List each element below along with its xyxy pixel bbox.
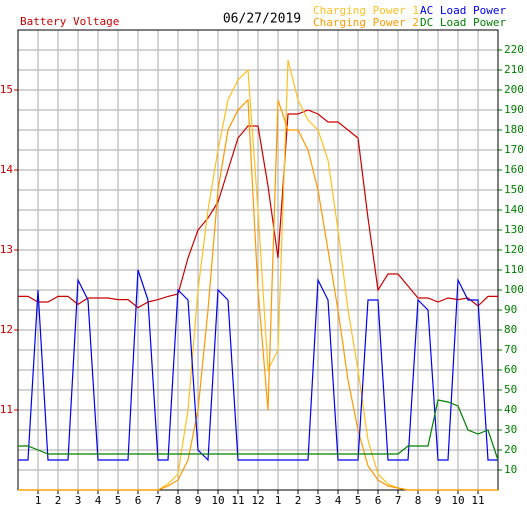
x-tick-label: 10	[211, 494, 224, 507]
x-tick-label: 4	[95, 494, 102, 507]
y-tick-label: 15	[0, 83, 13, 96]
x-tick-label: 3	[75, 494, 82, 507]
x-tick-label: 5	[355, 494, 362, 507]
y2-tick-label: 80	[504, 323, 517, 336]
y-tick-label: 11	[0, 403, 13, 416]
x-tick-label: 5	[115, 494, 122, 507]
y2-tick-label: 10	[504, 463, 517, 476]
y2-tick-label: 140	[504, 203, 524, 216]
y-tick-label: 14	[0, 163, 13, 176]
y2-tick-label: 70	[504, 343, 517, 356]
y2-tick-label: 100	[504, 283, 524, 296]
x-tick-label: 11	[471, 494, 484, 507]
legend-label: DC Load Power	[420, 16, 506, 29]
y2-tick-label: 160	[504, 163, 524, 176]
y2-tick-label: 180	[504, 123, 524, 136]
y2-tick-label: 220	[504, 43, 524, 56]
x-tick-label: 2	[55, 494, 62, 507]
y2-tick-label: 210	[504, 63, 524, 76]
y2-tick-label: 50	[504, 383, 517, 396]
x-tick-label: 7	[395, 494, 402, 507]
legend-label: AC Load Power	[420, 4, 506, 17]
legend-label: Charging Power 2	[313, 16, 419, 29]
x-tick-label: 1	[275, 494, 282, 507]
y2-tick-label: 60	[504, 363, 517, 376]
series-line	[18, 269, 498, 462]
x-tick-label: 6	[375, 494, 382, 507]
plot-frame	[17, 29, 499, 491]
y2-tick-label: 150	[504, 183, 524, 196]
x-tick-label: 10	[451, 494, 464, 507]
x-tick-label: 8	[415, 494, 422, 507]
y-tick-label: 12	[0, 323, 13, 336]
x-tick-label: 8	[175, 494, 182, 507]
y-tick-label: 13	[0, 243, 13, 256]
y2-tick-label: 90	[504, 303, 517, 316]
x-tick-label: 3	[315, 494, 322, 507]
y2-tick-label: 110	[504, 263, 524, 276]
x-tick-label: 4	[335, 494, 342, 507]
x-tick-label: 2	[295, 494, 302, 507]
y2-tick-label: 200	[504, 83, 524, 96]
series-line	[18, 399, 499, 461]
y2-tick-label: 30	[504, 423, 517, 436]
y2-tick-label: 20	[504, 443, 517, 456]
x-tick-label: 1	[35, 494, 42, 507]
y2-tick-label: 130	[504, 223, 524, 236]
y2-tick-label: 120	[504, 243, 524, 256]
x-tick-label: 12	[251, 494, 264, 507]
series-line	[18, 109, 498, 309]
y2-tick-label: 170	[504, 143, 524, 156]
x-tick-label: 7	[155, 494, 162, 507]
x-tick-label: 6	[135, 494, 142, 507]
legend-label: Charging Power 1	[313, 4, 419, 17]
chart-title: 06/27/2019	[223, 12, 301, 27]
x-tick-label: 9	[195, 494, 202, 507]
y2-tick-label: 40	[504, 403, 517, 416]
x-tick-label: 9	[435, 494, 442, 507]
legend-label: Battery Voltage	[20, 15, 119, 28]
x-tick-label: 11	[231, 494, 244, 507]
series-line	[18, 98, 498, 491]
y2-tick-label: 190	[504, 103, 524, 116]
